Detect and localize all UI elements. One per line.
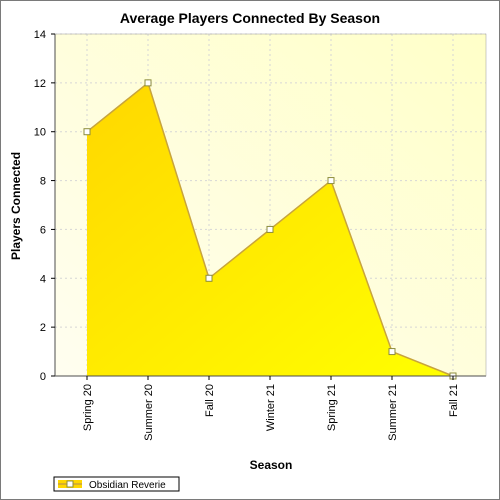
x-tick-label: Winter 21 [265,384,277,431]
y-tick-label: 0 [40,371,46,383]
data-point [327,177,335,185]
x-tick-label: Fall 21 [448,384,460,417]
plot-area: 0 2 4 6 8 10 12 14 Spring 20 Summer 20 Fall 20 Wint… [34,29,487,441]
x-tick-label: Spring 20 [82,384,94,431]
y-tick-label: 10 [34,127,46,139]
y-tick-label: 12 [34,78,46,90]
chart-title: Average Players Connected By Season [120,10,380,26]
legend-marker-icon [66,480,74,488]
y-tick-label: 2 [40,322,46,334]
x-tick-label: Fall 20 [204,384,216,417]
data-point [83,128,91,136]
y-axis-label: Players Connected [9,152,23,260]
x-tick-label: Spring 21 [326,384,338,431]
x-tick-label: Summer 20 [143,384,155,441]
data-point [266,225,274,233]
y-tick-label: 4 [40,273,46,285]
x-tick-label: Summer 21 [387,384,399,441]
legend: Obsidian Reverie [53,476,180,492]
y-tick-label: 8 [40,176,46,188]
y-tick-label: 6 [40,224,46,236]
legend-entry-obsidian-reverie: Obsidian Reverie [89,480,166,491]
y-tick-label: 14 [34,29,46,41]
data-point [205,274,213,282]
legend-box [53,476,180,492]
x-axis-label: Season [250,458,293,472]
series-area-obsidian-reverie [87,82,453,376]
data-point [144,79,152,87]
data-point [388,348,396,356]
